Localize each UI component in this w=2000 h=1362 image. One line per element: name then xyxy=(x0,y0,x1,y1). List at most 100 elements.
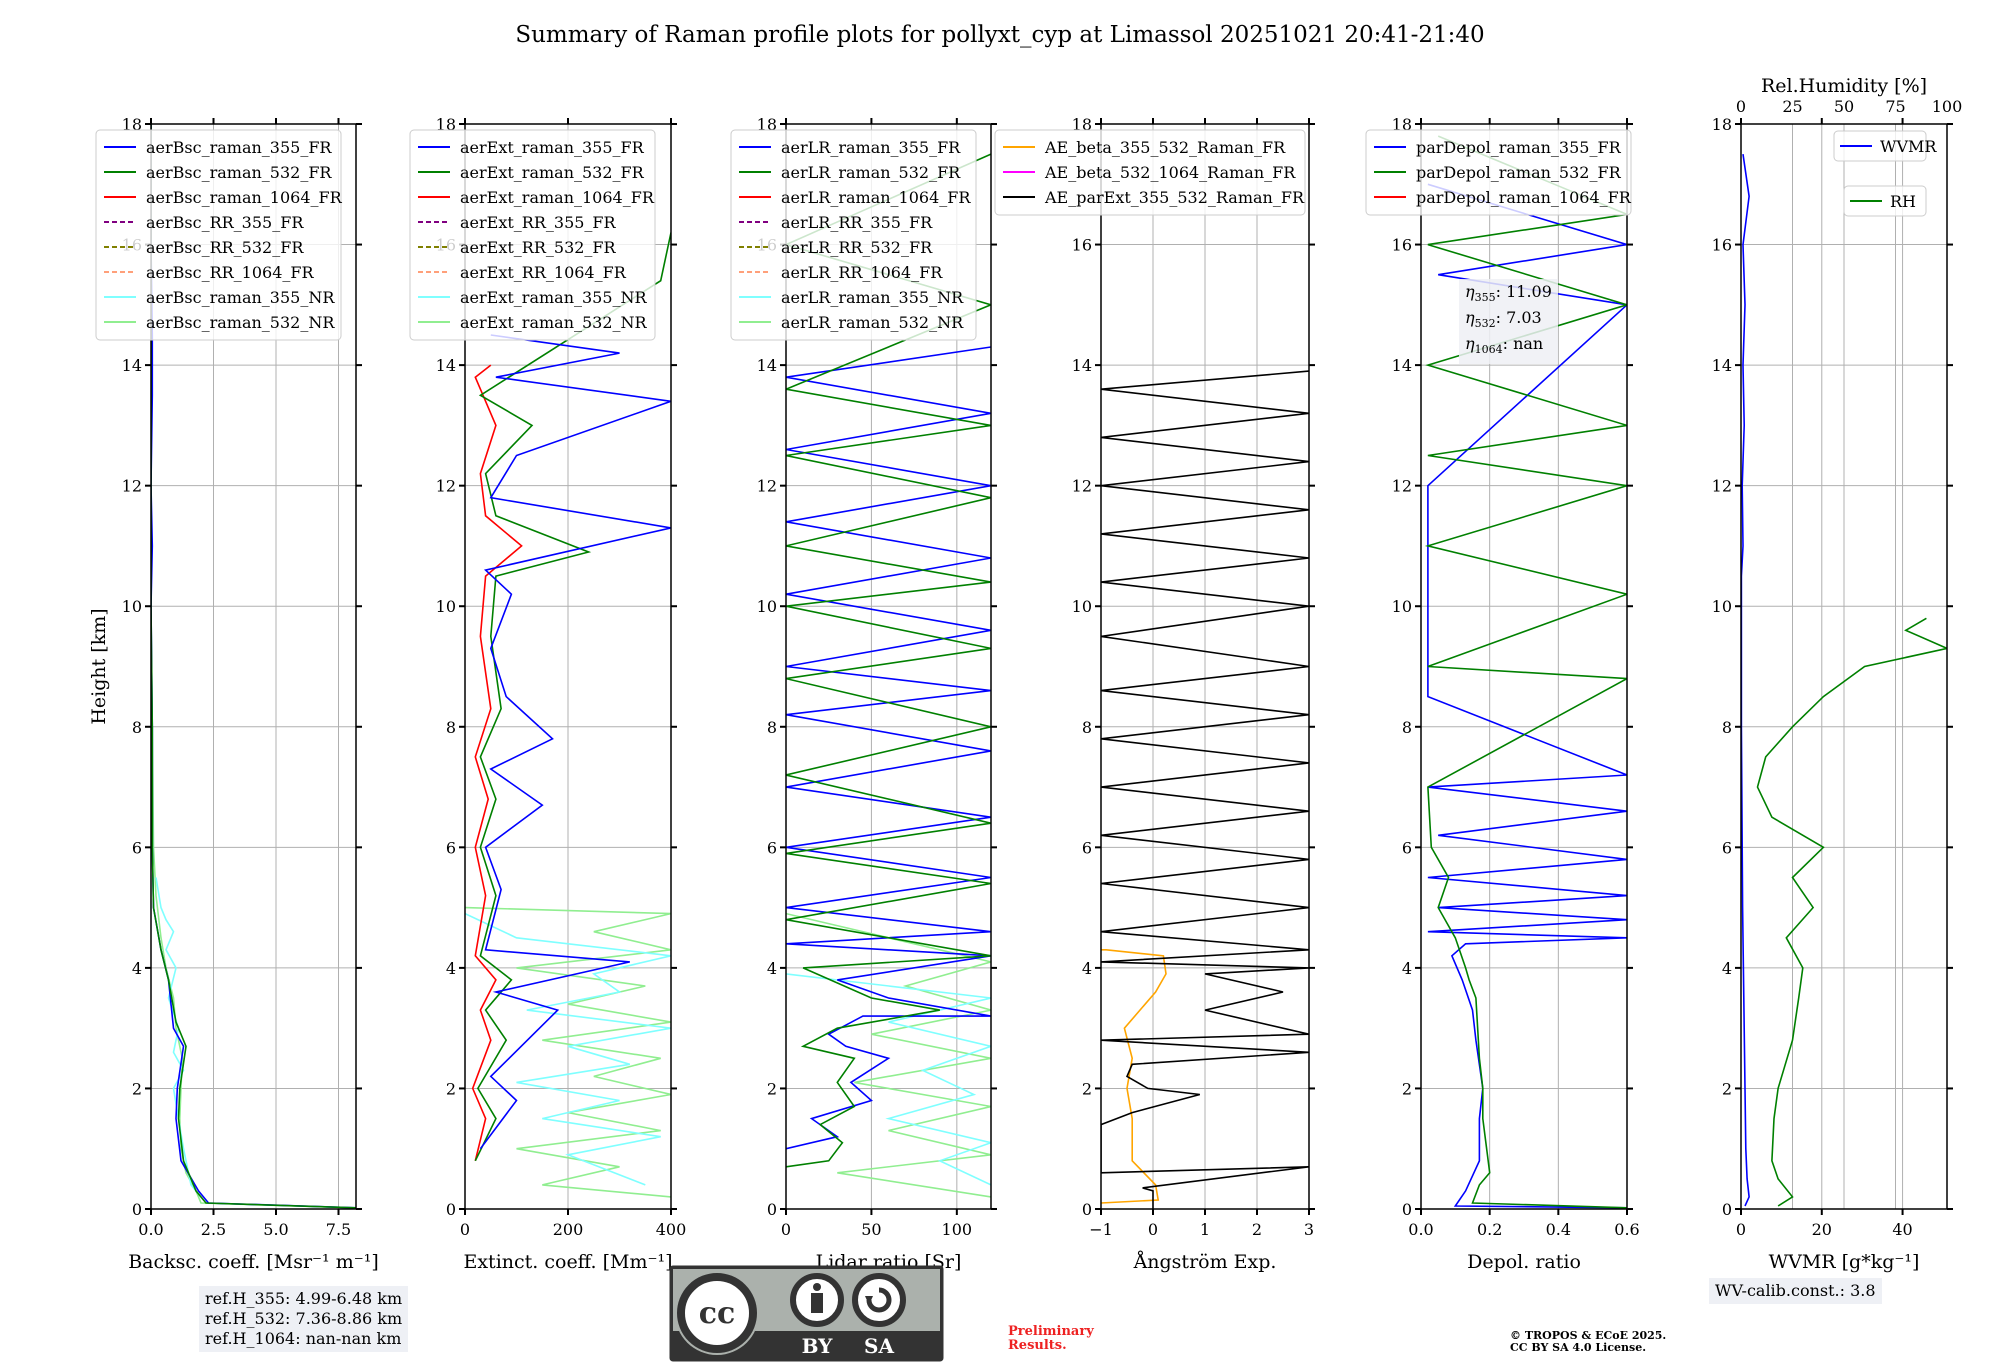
top-x-axis-label: Rel.Humidity [%] xyxy=(1761,75,1927,97)
y-tick-label: 12 xyxy=(1072,477,1092,496)
y-tick-label: 18 xyxy=(436,115,456,134)
series-line-aerExt_raman_532_NR xyxy=(465,906,671,1198)
y-tick-label: 14 xyxy=(436,356,456,375)
legend-box xyxy=(409,129,656,341)
axes-frame xyxy=(150,123,357,1210)
legend-label-aerLR_RR_355_FR: aerLR_RR_355_FR xyxy=(781,213,933,232)
legend-box xyxy=(994,129,1306,216)
legend-label-aerBsc_raman_1064_FR: aerBsc_raman_1064_FR xyxy=(146,188,343,207)
legend-entry-WVMR: WVMR xyxy=(1833,130,1937,162)
y-tick-label: 14 xyxy=(1392,356,1412,375)
legend-label-aerBsc_RR_532_FR: aerBsc_RR_532_FR xyxy=(146,238,304,257)
series-line-aerLR_raman_532_FR xyxy=(786,153,991,1168)
legend-label-aerLR_raman_532_FR: aerLR_raman_532_FR xyxy=(781,163,961,182)
y-tick-label: 6 xyxy=(1402,838,1412,857)
y-tick-label: 18 xyxy=(122,115,142,134)
y-tick-label: 10 xyxy=(122,597,142,616)
legend-box xyxy=(730,129,977,341)
y-tick-label: 4 xyxy=(132,959,142,978)
eta-355: η355: 11.09 xyxy=(1465,282,1552,305)
y-tick-label: 0 xyxy=(1722,1200,1732,1219)
y-tick-label: 10 xyxy=(1392,597,1412,616)
x-axis-label: Extinct. coeff. [Mm⁻¹] xyxy=(463,1251,672,1273)
cc-by-sa-license-badge: cc BY SA xyxy=(669,1265,944,1362)
legend-label-aerExt_RR_1064_FR: aerExt_RR_1064_FR xyxy=(460,263,627,282)
top-x-tick-label: 25 xyxy=(1782,97,1802,116)
x-tick-label: 7.5 xyxy=(326,1220,351,1239)
series-group xyxy=(151,124,356,1209)
legend-entry-RH: RH xyxy=(1843,185,1927,217)
x-tick-label: −1 xyxy=(1089,1220,1113,1239)
legend-label-aerLR_raman_1064_FR: aerLR_raman_1064_FR xyxy=(781,188,971,207)
x-tick-label: 0 xyxy=(1736,1220,1746,1239)
share-alike-icon xyxy=(852,1273,906,1327)
y-tick-label: 18 xyxy=(757,115,777,134)
x-tick-label: 20 xyxy=(1812,1220,1832,1239)
panel-extinction: 0200400024681012141618Extinct. coeff. [M… xyxy=(409,115,687,1273)
legend-label-AE_parExt_355_532_Raman_FR: AE_parExt_355_532_Raman_FR xyxy=(1044,188,1305,207)
series-line-aerExt_raman_532_FR xyxy=(474,232,671,1162)
series-group xyxy=(786,153,991,1198)
legend: AE_beta_355_532_Raman_FR AE_beta_532_1064… xyxy=(994,129,1306,216)
series-line-aerBsc_raman_532_FR xyxy=(151,124,356,1209)
eta-box: η355: 11.09 η532: 7.03 η1064: nan xyxy=(1459,279,1558,364)
y-tick-label: 4 xyxy=(767,959,777,978)
x-axis-label: WVMR [g*kg⁻¹] xyxy=(1769,1251,1920,1273)
series-line-aerExt_raman_355_FR xyxy=(479,334,671,1150)
y-tick-label: 6 xyxy=(132,838,142,857)
x-tick-label: 3 xyxy=(1304,1220,1314,1239)
x-tick-label: 50 xyxy=(861,1220,881,1239)
y-tick-label: 2 xyxy=(767,1079,777,1098)
y-tick-label: 6 xyxy=(1722,838,1732,857)
legend: aerExt_raman_355_FR aerExt_raman_532_FRae… xyxy=(409,129,656,341)
y-tick-label: 12 xyxy=(1712,477,1732,496)
series-line-aerExt_raman_1064_FR xyxy=(471,364,523,1161)
legend-label-aerExt_RR_355_FR: aerExt_RR_355_FR xyxy=(460,213,617,232)
ref-height-1064: ref.H_1064: nan-nan km xyxy=(205,1329,402,1348)
panel-depol: 0.0 0.2 0.4 0.6 0 2 4 6 8 10 12 14 16 18 Depol. ratio p… xyxy=(1365,115,1640,1273)
panel-backscatter: 0.02.55.07.5024681012141618Backsc. coeff… xyxy=(88,115,379,1273)
legend-label-aerLR_raman_532_NR: aerLR_raman_532_NR xyxy=(781,313,964,332)
y-tick-label: 14 xyxy=(1072,356,1092,375)
axes-frame xyxy=(785,123,992,1210)
series-line-AE_parExt_355_532_Raman_FR xyxy=(1101,370,1309,1209)
y-tick-label: 16 xyxy=(1712,236,1732,255)
y-tick-label: 2 xyxy=(446,1079,456,1098)
y-tick-label: 8 xyxy=(132,718,142,737)
top-x-tick-label: 100 xyxy=(1932,97,1963,116)
legend-label-aerExt_raman_1064_FR: aerExt_raman_1064_FR xyxy=(460,188,655,207)
x-tick-label: 5.0 xyxy=(263,1220,288,1239)
x-tick-label: 0 xyxy=(781,1220,791,1239)
axes-frame xyxy=(1740,123,1948,1210)
legend-label: RH xyxy=(1890,192,1916,211)
x-tick-label: 400 xyxy=(656,1220,687,1239)
series-line-parDepol_raman_532_FR xyxy=(1424,135,1627,1209)
x-tick-label: 0.4 xyxy=(1546,1220,1571,1239)
series-line-aerLR_raman_355_NR xyxy=(786,973,991,1186)
series-group xyxy=(1424,135,1627,1209)
y-tick-label: 2 xyxy=(1722,1079,1732,1098)
x-tick-label: 2.5 xyxy=(201,1220,226,1239)
top-x-tick-label: 50 xyxy=(1834,97,1854,116)
y-tick-label: 18 xyxy=(1072,115,1092,134)
series-line-RH xyxy=(1756,617,1947,1207)
y-tick-label: 6 xyxy=(446,838,456,857)
y-tick-label: 0 xyxy=(446,1200,456,1219)
y-tick-label: 4 xyxy=(1082,959,1092,978)
y-tick-label: 14 xyxy=(122,356,142,375)
x-axis-label: Depol. ratio xyxy=(1467,1251,1581,1273)
x-axis-label: Backsc. coeff. [Msr⁻¹ m⁻¹] xyxy=(128,1251,379,1273)
legend: aerBsc_raman_355_FR aerBsc_raman_532_FRae… xyxy=(95,129,343,341)
y-tick-label: 16 xyxy=(1072,236,1092,255)
legend-label-aerExt_raman_532_NR: aerExt_raman_532_NR xyxy=(460,313,648,332)
y-tick-label: 12 xyxy=(122,477,142,496)
x-tick-label: 40 xyxy=(1892,1220,1912,1239)
wv-calibration-box: WV-calib.const.: 3.8 xyxy=(1709,1278,1882,1304)
axes-frame xyxy=(1420,123,1628,1210)
preliminary-note: Preliminary Results. xyxy=(1008,1324,1094,1353)
x-tick-label: 0.0 xyxy=(1408,1220,1433,1239)
legend-label-aerExt_raman_532_FR: aerExt_raman_532_FR xyxy=(460,163,645,182)
panel-lidar_ratio: 050100024681012141618Lidar ratio [Sr]aer… xyxy=(730,115,997,1273)
y-axis-label: Height [km] xyxy=(88,608,110,724)
